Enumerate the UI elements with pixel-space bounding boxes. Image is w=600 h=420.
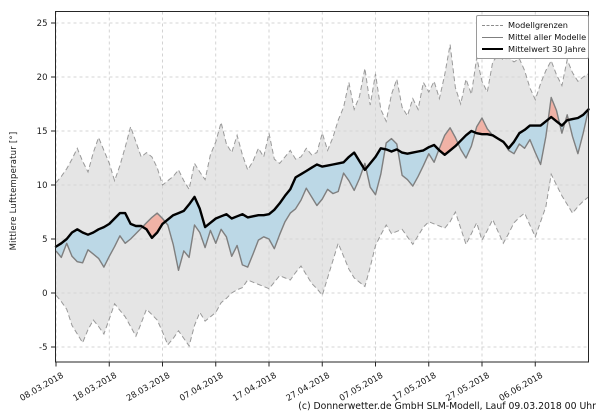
svg-text:28.03.2018: 28.03.2018	[125, 371, 172, 404]
svg-text:17.04.2018: 17.04.2018	[231, 371, 278, 404]
black-line-swatch-icon	[482, 48, 503, 50]
legend-label: Mittelwert 30 Jahre	[508, 44, 586, 54]
svg-text:25: 25	[37, 19, 48, 29]
legend-item-modellgrenzen: Modellgrenzen	[482, 19, 583, 31]
svg-text:17.05.2018: 17.05.2018	[391, 371, 438, 404]
svg-text:08.03.2018: 08.03.2018	[18, 371, 65, 404]
legend-item-mittelwert-30-jahre: Mittelwert 30 Jahre	[482, 43, 586, 55]
svg-text:5: 5	[42, 235, 47, 245]
dashed-line-swatch-icon	[482, 24, 503, 26]
legend-item-mittel-aller-modelle: Mittel aller Modelle	[482, 31, 587, 43]
svg-text:15: 15	[37, 127, 48, 137]
svg-text:27.04.2018: 27.04.2018	[285, 371, 332, 404]
svg-text:07.05.2018: 07.05.2018	[338, 371, 385, 404]
svg-text:07.04.2018: 07.04.2018	[178, 371, 225, 404]
svg-text:06.06.2018: 06.06.2018	[498, 371, 545, 404]
legend: Modellgrenzen Mittel aller Modelle Mitte…	[476, 15, 589, 59]
svg-text:20: 20	[37, 73, 48, 83]
legend-label: Modellgrenzen	[508, 20, 568, 30]
legend-label: Mittel aller Modelle	[508, 32, 587, 42]
svg-text:-5: -5	[39, 343, 47, 353]
copyright-text: (c) Donnerwetter.de GmbH SLM-Modell, Lau…	[298, 401, 596, 412]
svg-text:0: 0	[42, 289, 47, 299]
svg-text:10: 10	[37, 181, 48, 191]
svg-text:27.05.2018: 27.05.2018	[444, 371, 491, 404]
svg-text:18.03.2018: 18.03.2018	[72, 371, 119, 404]
gray-line-swatch-icon	[482, 36, 503, 38]
